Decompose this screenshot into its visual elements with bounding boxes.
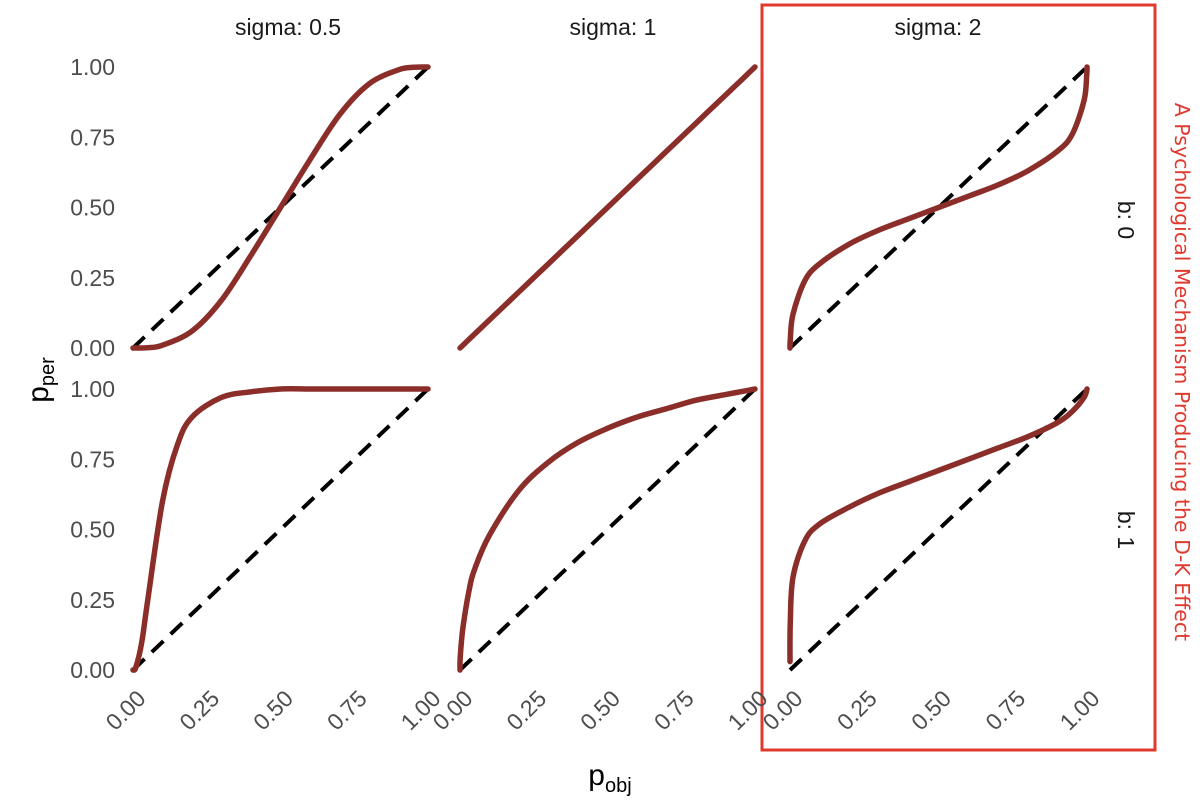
- x-tick-label: 0.00: [427, 685, 477, 735]
- y-tick-label: 1.00: [70, 376, 115, 402]
- y-axis-title: pper: [22, 357, 59, 403]
- panels: [130, 64, 1090, 673]
- reference-line: [788, 387, 1089, 672]
- x-tick-label: 0.50: [906, 685, 956, 735]
- strip-label-b-0: b: 0: [1113, 201, 1139, 239]
- x-tick-label: 0.50: [248, 685, 298, 735]
- x-tick-label: 0.00: [757, 685, 807, 735]
- panel-sigma-2-b-0: [787, 64, 1090, 351]
- x-tick-label: 0.25: [174, 685, 224, 735]
- panel-sigma-1-b-0: [457, 64, 758, 351]
- y-tick-label: 0.50: [70, 517, 115, 543]
- reference-line: [131, 387, 430, 672]
- strip-label-sigma-2: sigma: 2: [895, 14, 982, 40]
- y-axis-title-sub: per: [37, 357, 59, 386]
- x-tick-label: 1.00: [1054, 685, 1104, 735]
- curve-line: [787, 64, 1090, 351]
- panel-sigma-0.5-b-1: [130, 386, 431, 673]
- y-tick-label: 0.00: [70, 657, 115, 683]
- y-tick-label: 0.75: [70, 446, 115, 472]
- x-tick-label: 0.75: [980, 685, 1030, 735]
- x-tick-label: 0.25: [832, 685, 882, 735]
- panel-sigma-0.5-b-0: [130, 64, 431, 351]
- y-tick-label: 0.00: [70, 335, 115, 361]
- strip-label-b-1: b: 1: [1113, 511, 1139, 549]
- panel-sigma-1-b-1: [457, 386, 758, 673]
- y-axis-title-main: p: [22, 386, 55, 403]
- panel-sigma-2-b-1: [787, 386, 1090, 672]
- curve-line: [130, 64, 431, 351]
- x-tick-label: 0.75: [649, 685, 699, 735]
- x-axis-title: pobj: [588, 759, 631, 797]
- x-tick-label: 0.75: [322, 685, 372, 735]
- reference-line: [131, 65, 430, 350]
- svg-text:pper: pper: [22, 357, 59, 403]
- highlight-box: [760, 3, 1157, 752]
- y-tick-label: 1.00: [70, 54, 115, 80]
- annotation-text: A Psychological Mechanism Producing the …: [1170, 103, 1194, 641]
- reference-line: [458, 387, 757, 672]
- x-axis-title-sub: obj: [605, 775, 632, 797]
- y-tick-label: 0.25: [70, 265, 115, 291]
- x-tick-label: 0.00: [100, 685, 150, 735]
- x-tick-labels: 0.00 0.25 0.50 0.75 1.000.00 0.25 0.50 0.75 1.00…: [100, 685, 1104, 735]
- curve-line: [787, 386, 1090, 665]
- strip-label-sigma-1: sigma: 1: [570, 14, 657, 40]
- reference-line: [788, 65, 1089, 350]
- x-axis-title-main: p: [588, 759, 605, 792]
- strip-label-sigma-0.5: sigma: 0.5: [235, 14, 341, 40]
- x-tick-label: 0.25: [501, 685, 551, 735]
- x-tick-label: 0.50: [575, 685, 625, 735]
- y-tick-label: 0.75: [70, 124, 115, 150]
- y-tick-label: 0.50: [70, 195, 115, 221]
- curve-line: [457, 386, 758, 673]
- curve-line: [130, 386, 431, 673]
- y-tick-labels: 0.00 0.25 0.50 0.75 1.00 0.00 0.25 0.50 0.75 1.00: [70, 54, 115, 683]
- curve-line: [457, 64, 758, 351]
- y-tick-label: 0.25: [70, 587, 115, 613]
